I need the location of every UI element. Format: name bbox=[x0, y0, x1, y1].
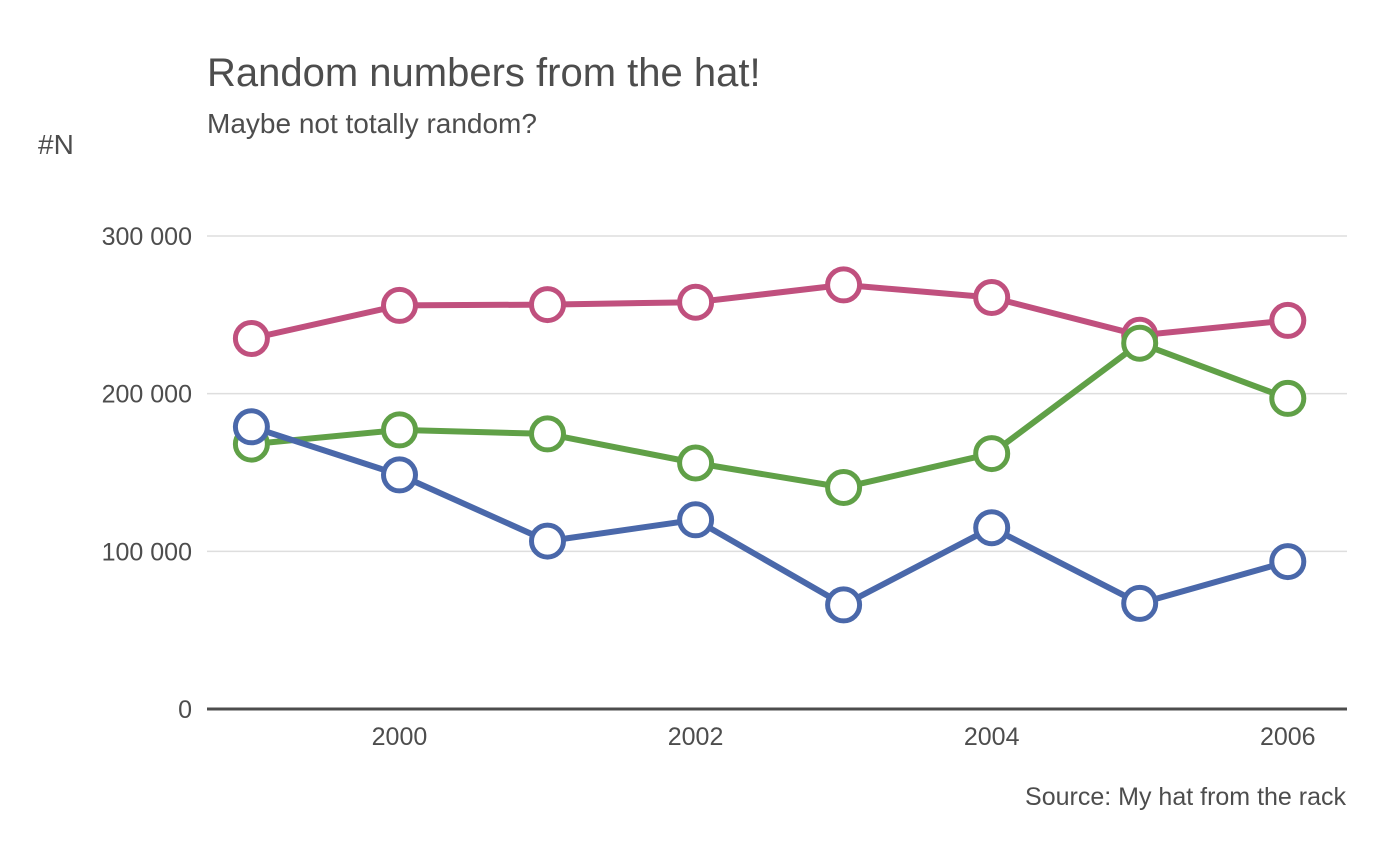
x-tick-label: 2004 bbox=[964, 723, 1020, 751]
gridlines bbox=[207, 235, 1347, 553]
data-point bbox=[529, 522, 566, 560]
data-point bbox=[1121, 584, 1159, 622]
y-axis-label: #N bbox=[38, 129, 74, 160]
data-point bbox=[973, 435, 1011, 473]
data-point bbox=[529, 286, 566, 324]
y-tick-label: 300 000 bbox=[102, 223, 192, 251]
data-point bbox=[677, 501, 715, 539]
chart-caption: Source: My hat from the rack bbox=[1025, 783, 1346, 811]
data-point bbox=[1269, 543, 1307, 581]
data-point bbox=[973, 509, 1011, 547]
data-point bbox=[973, 279, 1011, 316]
series-lines bbox=[248, 281, 1291, 608]
y-tick-labels: 0 100 000 200 000 300 000 bbox=[102, 223, 192, 724]
data-point bbox=[825, 586, 863, 624]
data-point bbox=[232, 320, 270, 357]
y-tick-label: 200 000 bbox=[102, 381, 192, 409]
data-point bbox=[381, 286, 418, 324]
x-tick-label: 2006 bbox=[1260, 723, 1316, 751]
series-line-2 bbox=[248, 340, 1291, 491]
y-tick-label: 100 000 bbox=[102, 538, 192, 566]
data-point bbox=[529, 415, 566, 453]
x-tick-label: 2002 bbox=[668, 723, 724, 751]
data-point bbox=[677, 444, 715, 482]
x-tick-labels: 2000 2002 2004 2006 bbox=[372, 723, 1316, 751]
data-point bbox=[381, 456, 418, 494]
data-point bbox=[825, 266, 863, 304]
data-point bbox=[381, 411, 418, 449]
data-point bbox=[232, 408, 270, 446]
y-tick-label: 0 bbox=[178, 696, 192, 724]
series-points bbox=[232, 266, 1307, 624]
chart-subtitle: Maybe not totally random? bbox=[207, 108, 537, 139]
x-tick-label: 2000 bbox=[372, 723, 428, 751]
data-point bbox=[1269, 301, 1307, 339]
data-point bbox=[677, 283, 715, 321]
series-line-1 bbox=[248, 281, 1291, 342]
data-point bbox=[1121, 324, 1159, 362]
series-line-3 bbox=[248, 423, 1291, 608]
chart-title: Random numbers from the hat! bbox=[207, 51, 761, 95]
data-point bbox=[825, 469, 863, 506]
data-point bbox=[1269, 379, 1307, 417]
